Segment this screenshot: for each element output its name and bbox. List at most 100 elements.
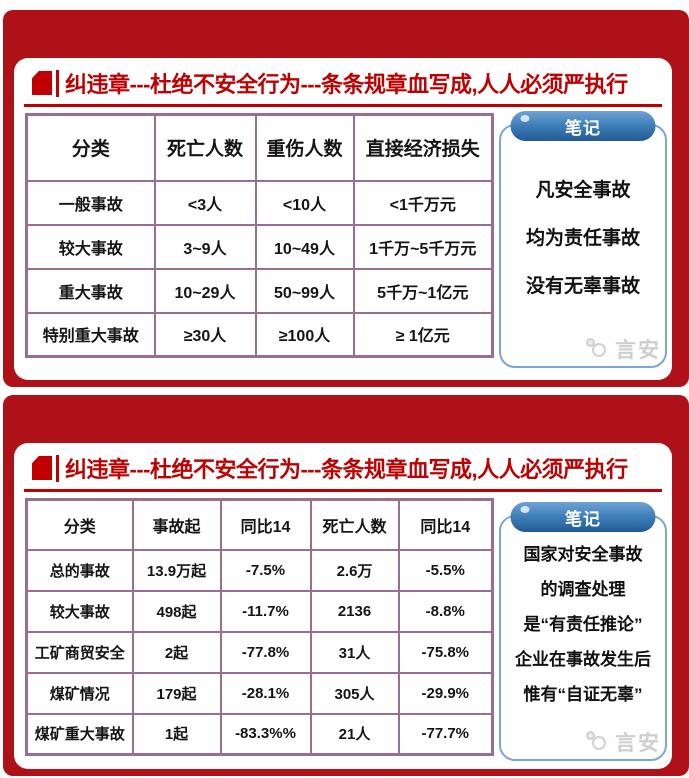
gloss-highlight — [520, 506, 530, 513]
page-title: 纠违章---杜绝不安全行为---条条规章血写成,人人必须严执行 — [65, 72, 628, 97]
title-divider — [56, 454, 59, 482]
table-cell: -8.8% — [397, 589, 494, 633]
table-cell: 13.9万起 — [131, 548, 222, 592]
table-cell: -77.7% — [397, 712, 494, 756]
table-header-cell: 重伤人数 — [254, 113, 355, 182]
table-cell: -7.5% — [219, 548, 312, 592]
table-row: 一般事故 <3人 <10人 <1千万元 — [25, 179, 494, 226]
table-cell: 1起 — [131, 712, 222, 756]
folded-page-icon — [32, 456, 52, 480]
table-cell: 10~49人 — [254, 223, 355, 270]
notes-badge-label: 笔记 — [565, 509, 601, 529]
table-cell: 305人 — [309, 671, 400, 715]
table-header-cell: 分类 — [25, 498, 134, 551]
gloss-highlight — [520, 115, 530, 122]
note-line: 是“有责任推论” — [523, 615, 643, 634]
note-line: 国家对安全事故 — [523, 545, 643, 564]
table-cell: 10~29人 — [153, 267, 257, 314]
notes-panel: 笔记 凡安全事故 均为责任事故 没有无辜事故 言安 — [499, 111, 667, 368]
watermark-text: 言安 — [615, 339, 661, 362]
slide-panel: 纠违章---杜绝不安全行为---条条规章血写成,人人必须严执行 分类 事故起 同… — [14, 443, 672, 769]
table-cell: <1千万元 — [352, 179, 494, 226]
table-cell: 煤矿情况 — [25, 671, 134, 715]
notes-badge: 笔记 — [510, 111, 656, 141]
table-cell: -5.5% — [397, 548, 494, 592]
note-line: 企业在事故发生后 — [515, 650, 651, 669]
accident-statistics-table: 分类 事故起 同比14 死亡人数 同比14 总的事故 13.9万起 -7.5% … — [25, 498, 494, 756]
table-cell: 3~9人 — [153, 223, 257, 270]
table-header-cell: 同比14 — [219, 498, 312, 551]
table-row: 较大事故 498起 -11.7% 2136 -8.8% — [25, 589, 494, 633]
table-cell: 重大事故 — [25, 267, 156, 314]
table-cell: 50~99人 — [254, 267, 355, 314]
note-line: 惟有“自证无辜” — [523, 685, 643, 704]
table-cell: ≥30人 — [153, 311, 257, 358]
slide-accident-statistics: 纠违章---杜绝不安全行为---条条规章血写成,人人必须严执行 分类 事故起 同… — [3, 395, 689, 776]
table-cell: ≥ 1亿元 — [352, 311, 494, 358]
table-header-cell: 事故起 — [131, 498, 222, 551]
notes-badge-label: 笔记 — [565, 118, 601, 138]
table-cell: 498起 — [131, 589, 222, 633]
table-cell: 一般事故 — [25, 179, 156, 226]
title-bar: 纠违章---杜绝不安全行为---条条规章血写成,人人必须严执行 — [24, 58, 662, 107]
page-title: 纠违章---杜绝不安全行为---条条规章血写成,人人必须严执行 — [65, 457, 628, 482]
slide-accident-classification: 纠违章---杜绝不安全行为---条条规章血写成,人人必须严执行 分类 死亡人数 … — [3, 10, 689, 387]
table-cell: -77.8% — [219, 630, 312, 674]
table-cell: -75.8% — [397, 630, 494, 674]
table-header-cell: 分类 — [25, 113, 156, 182]
table-cell: 较大事故 — [25, 589, 134, 633]
note-line: 没有无辜事故 — [525, 276, 640, 297]
watermark-face-icon — [586, 731, 612, 753]
title-divider — [56, 69, 59, 97]
table-cell: -28.1% — [219, 671, 312, 715]
table-header-cell: 死亡人数 — [309, 498, 400, 551]
folded-page-icon — [32, 71, 52, 95]
table-row: 总的事故 13.9万起 -7.5% 2.6万 -5.5% — [25, 548, 494, 592]
table-row: 重大事故 10~29人 50~99人 5千万~1亿元 — [25, 267, 494, 314]
table-row: 煤矿情况 179起 -28.1% 305人 -29.9% — [25, 671, 494, 715]
notes-panel: 笔记 国家对安全事故 的调查处理 是“有责任推论” 企业在事故发生后 惟有“自证… — [499, 502, 667, 761]
table-cell: 总的事故 — [25, 548, 134, 592]
table-row: 较大事故 3~9人 10~49人 1千万~5千万元 — [25, 223, 494, 270]
note-line: 凡安全事故 — [535, 180, 631, 201]
table-cell: -11.7% — [219, 589, 312, 633]
notes-text: 国家对安全事故 的调查处理 是“有责任推论” 企业在事故发生后 惟有“自证无辜” — [501, 517, 665, 716]
table-cell: 179起 — [131, 671, 222, 715]
table-header-row: 分类 死亡人数 重伤人数 直接经济损失 — [25, 113, 494, 182]
table-row: 工矿商贸安全 2起 -77.8% 31人 -75.8% — [25, 630, 494, 674]
table-row: 煤矿重大事故 1起 -83.3%% 21人 -77.7% — [25, 712, 494, 756]
slide-content: 分类 事故起 同比14 死亡人数 同比14 总的事故 13.9万起 -7.5% … — [14, 492, 672, 756]
table-cell: 1千万~5千万元 — [352, 223, 494, 270]
table-cell: 特别重大事故 — [25, 311, 156, 358]
title-bar: 纠违章---杜绝不安全行为---条条规章血写成,人人必须严执行 — [24, 443, 662, 492]
notes-text: 凡安全事故 均为责任事故 没有无辜事故 — [501, 126, 665, 322]
watermark-face-icon — [586, 338, 612, 360]
table-header-cell: 死亡人数 — [153, 113, 257, 182]
table-cell: 工矿商贸安全 — [25, 630, 134, 674]
table-cell: 煤矿重大事故 — [25, 712, 134, 756]
table-cell: -83.3%% — [219, 712, 312, 756]
table-cell: 2136 — [309, 589, 400, 633]
table-cell: <3人 — [153, 179, 257, 226]
accident-classification-table: 分类 死亡人数 重伤人数 直接经济损失 一般事故 <3人 <10人 <1千万元 … — [25, 113, 494, 358]
table-cell: 5千万~1亿元 — [352, 267, 494, 314]
slide-content: 分类 死亡人数 重伤人数 直接经济损失 一般事故 <3人 <10人 <1千万元 … — [14, 107, 672, 358]
table-header-cell: 直接经济损失 — [352, 113, 494, 182]
table-cell: <10人 — [254, 179, 355, 226]
note-line: 均为责任事故 — [525, 228, 640, 249]
watermark: 言安 — [586, 727, 661, 757]
table-cell: 2起 — [131, 630, 222, 674]
table-cell: 2.6万 — [309, 548, 400, 592]
table-header-row: 分类 事故起 同比14 死亡人数 同比14 — [25, 498, 494, 551]
table-cell: ≥100人 — [254, 311, 355, 358]
table-header-cell: 同比14 — [397, 498, 494, 551]
table-cell: 较大事故 — [25, 223, 156, 270]
note-line: 的调查处理 — [540, 580, 626, 599]
watermark-text: 言安 — [615, 732, 661, 755]
table-row: 特别重大事故 ≥30人 ≥100人 ≥ 1亿元 — [25, 311, 494, 358]
table-cell: -29.9% — [397, 671, 494, 715]
slide-panel: 纠违章---杜绝不安全行为---条条规章血写成,人人必须严执行 分类 死亡人数 … — [14, 58, 672, 380]
watermark: 言安 — [586, 334, 661, 364]
notes-badge: 笔记 — [510, 502, 656, 532]
